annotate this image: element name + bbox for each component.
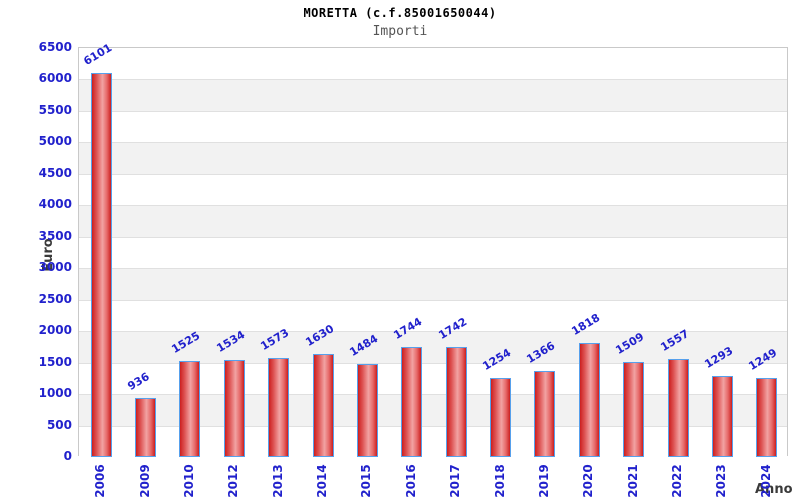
background-band [79,299,787,332]
x-tick-label: 2012 [226,464,241,498]
x-tick-label: 2023 [714,464,729,498]
y-tick-label: 500 [46,417,72,432]
gridline [79,236,787,238]
y-tick-label: 0 [63,449,72,463]
gridline [79,394,787,396]
bar-2017 [445,347,467,457]
y-tick-label: 6000 [38,71,72,86]
x-tick-label: 2006 [93,464,108,498]
gridline [79,79,787,81]
gridline [79,268,787,270]
y-tick-label: 1500 [38,354,72,369]
gridline [79,331,787,333]
bar-2009 [135,398,157,457]
bar-2014 [312,354,334,457]
x-tick-label: 2016 [403,464,418,498]
background-band [79,331,787,363]
x-axis-title: Anno [755,482,793,497]
y-tick-label: 6500 [38,40,72,54]
bar-2016 [401,347,423,457]
y-tick-label: 3000 [38,260,72,275]
bar-2023 [711,375,733,457]
gridline [79,362,787,364]
background-band [79,142,787,174]
x-tick-label: 2013 [270,464,285,498]
bar-2020 [578,342,600,457]
gridline [79,425,787,427]
y-tick-label: 2500 [38,291,72,306]
gridline [79,142,787,144]
gridline [79,173,787,175]
x-tick-label: 2019 [536,464,551,498]
bar-2013 [268,358,290,457]
x-tick-label: 2014 [315,464,330,498]
background-band [79,205,787,237]
x-tick-label: 2010 [181,464,196,498]
background-band [79,268,787,300]
bar-2018 [490,378,512,457]
bar-2022 [667,359,689,457]
gridline [79,299,787,301]
plot-area [78,47,788,457]
bar-2019 [534,371,556,457]
bar-2024 [756,378,778,457]
gridline [79,205,787,207]
x-tick-label: 2021 [625,464,640,498]
bar-2021 [623,362,645,457]
x-tick-label: 2020 [581,464,596,498]
bar-2010 [179,361,201,457]
chart-subtitle: Importi [372,24,428,39]
bar-2012 [223,360,245,457]
x-tick-label: 2017 [448,464,463,498]
background-band [79,48,787,80]
y-tick-label: 1000 [38,386,72,401]
y-tick-label: 2000 [38,323,72,338]
bar-2015 [356,363,378,457]
background-band [79,79,787,111]
x-tick-label: 2018 [492,464,507,498]
background-band [79,110,787,143]
y-tick-label: 3500 [38,228,72,243]
y-tick-label: 4500 [38,165,72,180]
background-band [79,173,787,206]
background-band [79,236,787,269]
x-tick-label: 2024 [758,464,773,498]
bar-2006 [90,73,112,457]
x-tick-label: 2022 [670,464,685,498]
gridline [79,110,787,112]
x-tick-label: 2009 [137,464,152,498]
chart-title: MORETTA (c.f.85001650044) [303,6,497,20]
y-tick-label: 4000 [38,197,72,212]
y-tick-label: 5500 [38,102,72,117]
y-tick-label: 5000 [38,134,72,149]
x-tick-label: 2015 [359,464,374,498]
